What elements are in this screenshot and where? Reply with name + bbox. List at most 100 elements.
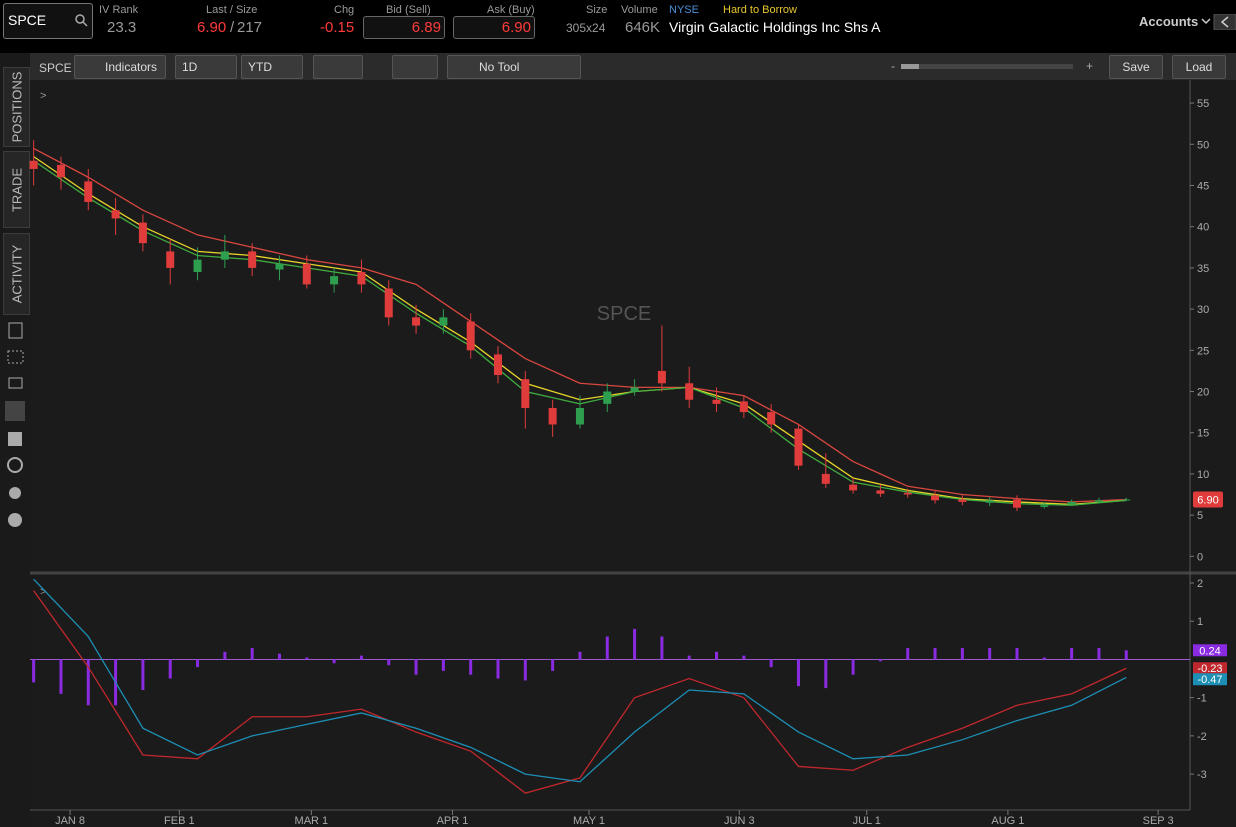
histogram-bar (660, 637, 663, 660)
candle-body (603, 392, 611, 404)
histogram-bar (551, 659, 554, 670)
histogram-bar (742, 656, 745, 660)
y-tick-label: 20 (1197, 387, 1209, 399)
y-tick-label: -2 (1197, 731, 1207, 743)
candle-body (303, 264, 311, 285)
y-tick-label: 15 (1197, 428, 1209, 440)
y-tick-label: 55 (1197, 98, 1209, 110)
x-tick-label: AUG 1 (991, 815, 1024, 827)
histogram-bar (1125, 650, 1128, 659)
candle-body (849, 485, 857, 491)
value-badge-label: 0.24 (1199, 645, 1220, 657)
candle-body (275, 264, 283, 270)
value-badge-label: -0.47 (1197, 674, 1222, 686)
histogram-bar (305, 658, 308, 660)
candle-body (631, 387, 639, 391)
histogram-bar (333, 659, 336, 663)
candle-body (685, 383, 693, 399)
date-axis-bg (30, 810, 1236, 827)
candle-body (439, 317, 447, 325)
candle-body (1068, 502, 1076, 504)
histogram-bar (1016, 648, 1019, 659)
histogram-bar (934, 648, 937, 659)
y-tick-label: 1 (1197, 616, 1203, 628)
histogram-bar (1097, 648, 1100, 659)
y-tick-label: 2 (1197, 578, 1203, 590)
x-tick-label: FEB 1 (164, 815, 195, 827)
watermark: SPCE (597, 303, 651, 325)
candle-body (931, 495, 939, 500)
histogram-bar (633, 629, 636, 660)
candle-body (713, 400, 721, 404)
candle-body (958, 499, 966, 501)
y-tick-label: 25 (1197, 345, 1209, 357)
candle-body (412, 317, 420, 325)
histogram-bar (688, 656, 691, 660)
y-tick-label: -1 (1197, 693, 1207, 705)
x-tick-label: JUN 3 (724, 815, 755, 827)
candle-body (1122, 499, 1130, 500)
x-tick-label: JAN 8 (55, 815, 85, 827)
candle-body (986, 500, 994, 502)
candle-body (576, 408, 584, 424)
histogram-bar (442, 659, 445, 670)
y-tick-label: 40 (1197, 222, 1209, 234)
candle-body (904, 493, 912, 495)
candle-body (794, 429, 802, 466)
candle-body (139, 223, 147, 244)
candle-body (822, 474, 830, 484)
histogram-bar (606, 637, 609, 660)
histogram-bar (715, 652, 718, 660)
histogram-bar (497, 659, 500, 678)
candle-body (876, 490, 884, 493)
candle-body (112, 210, 120, 218)
histogram-bar (59, 659, 62, 693)
histogram-bar (196, 659, 199, 667)
candle-body (330, 276, 338, 284)
price-badge-label: 6.90 (1197, 494, 1218, 506)
plot-bg (30, 80, 1190, 810)
histogram-bar (360, 656, 363, 660)
candle-body (1013, 499, 1021, 507)
y-tick-label: 45 (1197, 180, 1209, 192)
histogram-bar (988, 648, 991, 659)
histogram-bar (223, 652, 226, 660)
collapse[interactable]: > (40, 90, 46, 102)
candle-body (658, 371, 666, 383)
x-tick-label: MAR 1 (295, 815, 329, 827)
histogram-bar (415, 659, 418, 674)
histogram-bar (879, 659, 882, 661)
candle-body (57, 165, 65, 177)
candle-body (521, 379, 529, 408)
histogram-bar (824, 659, 827, 688)
candle-body (84, 181, 92, 202)
histogram-bar (797, 659, 800, 686)
histogram-bar (32, 659, 35, 682)
candle-body (221, 251, 229, 259)
x-tick-label: SEP 3 (1143, 815, 1174, 827)
histogram-bar (1070, 648, 1073, 659)
histogram-bar (1043, 658, 1046, 660)
candle-body (1040, 505, 1048, 507)
histogram-bar (141, 659, 144, 690)
y-tick-label: 30 (1197, 304, 1209, 316)
histogram-bar (578, 652, 581, 660)
histogram-bar (169, 659, 172, 678)
candle-body (467, 321, 475, 350)
histogram-bar (278, 654, 281, 660)
y-tick-label: 35 (1197, 263, 1209, 275)
histogram-bar (906, 648, 909, 659)
histogram-bar (524, 659, 527, 680)
candle-body (549, 408, 557, 424)
candle-body (385, 289, 393, 318)
histogram-bar (961, 648, 964, 659)
histogram-bar (469, 659, 472, 674)
candle-body (357, 272, 365, 284)
candle-body (740, 401, 748, 412)
candle-body (1095, 500, 1103, 502)
y-tick-label: 0 (1197, 551, 1203, 563)
histogram-bar (852, 659, 855, 674)
y-tick-label: 5 (1197, 510, 1203, 522)
